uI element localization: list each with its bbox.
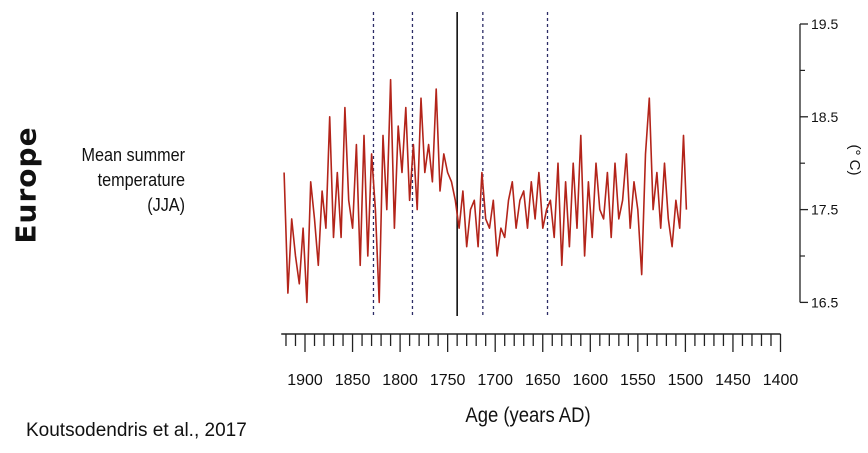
x-axis-label: Age (years AD) <box>465 404 590 427</box>
x-tick-label: 1850 <box>335 372 371 389</box>
series-line-mean-summer-temperature <box>283 78 688 304</box>
x-tick-label: 1500 <box>668 372 704 389</box>
x-tick-label: 1700 <box>477 372 513 389</box>
y-axis: 19.5 18.5 17.5 16.5 <box>799 16 838 310</box>
series-label: Mean summer temperature (JJA) <box>68 143 185 218</box>
citation: Koutsodendris et al., 2017 <box>26 420 247 441</box>
event-lines <box>372 12 549 316</box>
y-tick-label: 17.5 <box>811 202 838 218</box>
x-axis: 1900 1850 1800 1750 1700 1650 1600 1550 1500 1450… <box>281 333 799 389</box>
y-tick-label: 18.5 <box>811 109 838 125</box>
x-tick-label: 1450 <box>715 372 751 389</box>
y-tick-label: 19.5 <box>811 16 838 32</box>
x-tick-label: 1550 <box>620 372 656 389</box>
y-tick-label: 16.5 <box>811 294 838 310</box>
x-tick-label: 1600 <box>573 372 609 389</box>
x-tick-label: 1800 <box>382 372 418 389</box>
x-tick-label: 1750 <box>430 372 466 389</box>
series-label-line1: Mean summer <box>81 145 185 165</box>
series-label-line2: temperature (JJA) <box>97 170 185 215</box>
x-tick-label: 1900 <box>287 372 323 389</box>
y-axis-label: (° C) <box>846 145 863 176</box>
x-tick-label: 1650 <box>525 372 561 389</box>
x-tick-label: 1400 <box>763 372 799 389</box>
